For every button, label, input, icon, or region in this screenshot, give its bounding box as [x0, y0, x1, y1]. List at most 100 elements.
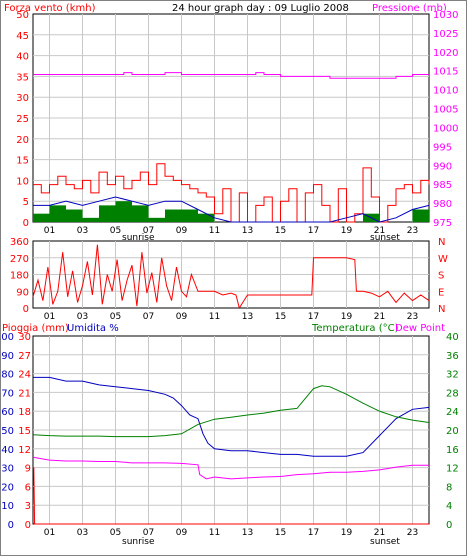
y-tick-label-humidity: 10	[1, 501, 14, 512]
pressure-axis-label: Pressione (mb)	[372, 3, 447, 14]
pressure-line	[33, 72, 429, 79]
y-tick-label-wind: 45	[16, 31, 29, 42]
y-tick-label-pressure: 1030	[433, 10, 458, 21]
x-tick-label-mid: 19	[341, 312, 353, 322]
x-tick-label-mid: 01	[44, 312, 55, 322]
temperature-line	[32, 385, 430, 438]
wind-axis-label: Forza vento (kmh)	[4, 3, 96, 14]
y-tick-label-humidity: 90	[1, 351, 14, 362]
gust-area-bar	[198, 213, 215, 222]
compass-letter: N	[438, 304, 445, 315]
y-tick-label-wind: 35	[16, 72, 29, 83]
y-tick-label-wind: 50	[16, 10, 29, 21]
gust-area-bar	[49, 205, 66, 222]
y-tick-label-pressure: 1000	[433, 123, 458, 134]
x-tick-label-top: 09	[176, 226, 188, 236]
humidity-line	[33, 376, 430, 457]
gust-area-bar	[82, 217, 99, 222]
wind-average-line	[33, 196, 430, 223]
gust-area-bar	[66, 209, 83, 222]
y-tick-label-pressure: 1025	[433, 29, 458, 40]
y-tick-label-pressure: 1020	[433, 48, 458, 59]
y-tick-label-rain: 0	[25, 520, 31, 531]
y-tick-label-rain: 27	[18, 351, 31, 362]
x-tick-label-bottom: 05	[110, 528, 121, 538]
rain-axis-label: Pioggia (mm)	[2, 323, 69, 334]
gust-area-bar	[115, 201, 132, 222]
x-tick-label-bottom: 01	[44, 528, 55, 538]
y-tick-label-wind: 20	[16, 135, 29, 146]
x-tick-label-bottom: 19	[341, 528, 353, 538]
sunset-label-top: sunset	[370, 233, 400, 243]
x-tick-label-top: 17	[308, 226, 319, 236]
y-tick-label-wind: 0	[23, 218, 29, 229]
y-tick-label-rain: 15	[18, 426, 31, 437]
x-tick-label-top: 21	[374, 226, 385, 236]
y-tick-label-rain: 12	[18, 445, 31, 456]
y-tick-label-wind: 15	[16, 156, 29, 167]
y-tick-label-temperature: 40	[446, 332, 459, 343]
y-tick-label-wind: 25	[16, 114, 29, 125]
y-tick-label-humidity: 60	[1, 407, 14, 418]
x-tick-label-bottom: 03	[77, 528, 88, 538]
humidity-axis-label: Umidita %	[67, 323, 119, 334]
compass-letter: S	[438, 271, 444, 282]
temperature-axis-label: Temperatura (°C)	[311, 323, 399, 334]
y-tick-label-temperature: 4	[446, 501, 452, 512]
x-tick-label-top: 01	[44, 226, 55, 236]
x-tick-label-mid: 23	[407, 312, 418, 322]
y-tick-label-direction: 180	[10, 271, 29, 282]
y-tick-label-direction: 360	[10, 237, 29, 248]
x-tick-label-top: 05	[110, 226, 121, 236]
y-tick-label-rain: 9	[25, 464, 31, 475]
x-tick-label-top: 19	[341, 226, 353, 236]
y-tick-label-temperature: 20	[446, 426, 459, 437]
y-tick-label-direction: 90	[16, 287, 29, 298]
x-tick-label-bottom: 15	[275, 528, 286, 538]
y-tick-label-temperature: 32	[446, 370, 459, 381]
x-tick-label-top: 23	[407, 226, 418, 236]
x-tick-label-mid: 15	[275, 312, 286, 322]
x-tick-label-bottom: 07	[143, 528, 154, 538]
dewpoint-line	[32, 456, 429, 480]
y-tick-label-pressure: 1005	[433, 105, 458, 116]
x-tick-label-mid: 21	[374, 312, 385, 322]
y-tick-label-wind: 30	[16, 93, 29, 104]
y-tick-label-pressure: 990	[433, 161, 452, 172]
gust-area-bar	[33, 213, 50, 222]
y-tick-label-wind: 5	[23, 197, 29, 208]
x-tick-label-bottom: 09	[176, 528, 188, 538]
x-tick-label-top: 07	[143, 226, 154, 236]
y-tick-label-pressure: 1010	[433, 86, 458, 97]
y-tick-label-pressure: 995	[433, 142, 452, 153]
y-tick-label-direction: 0	[23, 304, 29, 315]
x-tick-label-mid: 13	[242, 312, 253, 322]
x-tick-label-top: 11	[209, 226, 220, 236]
sunrise-label-bottom: sunrise	[122, 537, 155, 547]
y-tick-label-humidity: 70	[1, 388, 14, 399]
y-tick-label-direction: 270	[10, 254, 29, 265]
x-tick-label-mid: 05	[110, 312, 121, 322]
gust-area-bar	[99, 205, 116, 222]
x-tick-label-top: 15	[275, 226, 286, 236]
y-tick-label-humidity: 30	[1, 464, 14, 475]
gust-area-bar	[132, 205, 149, 222]
y-tick-label-rain: 24	[18, 370, 31, 381]
y-tick-label-temperature: 24	[446, 407, 459, 418]
y-tick-label-humidity: 80	[1, 370, 14, 381]
rain-line	[33, 467, 429, 525]
gust-area-bar	[181, 209, 198, 222]
y-tick-label-rain: 30	[18, 332, 31, 343]
y-tick-label-temperature: 8	[446, 482, 452, 493]
y-tick-label-humidity: 40	[1, 445, 14, 456]
y-tick-label-rain: 18	[18, 407, 31, 418]
y-tick-label-temperature: 36	[446, 351, 459, 362]
compass-letter: N	[438, 237, 445, 248]
y-tick-label-humidity: 50	[1, 426, 14, 437]
gust-area-bar	[165, 209, 182, 222]
y-tick-label-humidity: 20	[1, 482, 14, 493]
x-tick-label-mid: 09	[176, 312, 188, 322]
y-tick-label-rain: 21	[18, 388, 31, 399]
x-tick-label-mid: 07	[143, 312, 154, 322]
